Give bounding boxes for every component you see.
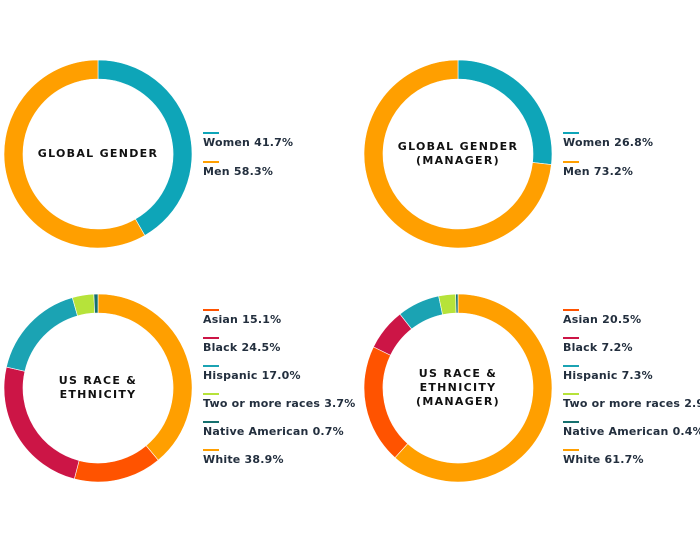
chart-title-line: US RACE & (58, 374, 138, 387)
legend-value: 0.4% (672, 425, 700, 438)
legend-swatch (563, 132, 579, 134)
legend-value: 2.9% (684, 397, 700, 410)
legend-category: Native American (203, 425, 309, 438)
legend-category: Black (563, 341, 598, 354)
legend-value: 38.9% (244, 453, 284, 466)
legend-swatch (203, 365, 219, 367)
legend-category: White (203, 453, 241, 466)
legend-category: Women (563, 136, 611, 149)
legend-value: 73.2% (593, 165, 634, 178)
legend-category: White (563, 453, 601, 466)
legend-swatch (563, 449, 579, 451)
legend-category: Women (203, 136, 251, 149)
legend-label: Hispanic 17.0% (203, 369, 301, 382)
legend-value: 17.0% (261, 369, 301, 382)
legend-label: White 61.7% (563, 453, 644, 466)
slice-white (394, 293, 553, 483)
legend-label: Women 41.7% (203, 136, 293, 149)
legend-swatch (203, 309, 219, 311)
legend-label: Men 58.3% (203, 165, 273, 178)
chart-title-line: (MANAGER) (416, 154, 500, 167)
slice-native-american (93, 293, 99, 314)
slice-men (3, 59, 146, 249)
legend-category: Two or more races (563, 397, 681, 410)
chart-center-title: GLOBAL GENDER (MANAGER) (388, 140, 528, 168)
legend-swatch (563, 421, 579, 423)
legend-category: Native American (563, 425, 669, 438)
chart-title-line: GLOBAL GENDER (397, 140, 519, 153)
legend-label: White 38.9% (203, 453, 284, 466)
legend-label: Black 7.2% (563, 341, 633, 354)
legend-label: Two or more races 3.7% (203, 397, 356, 410)
chart-center-title: GLOBAL GENDER (28, 147, 168, 161)
legend-swatch (563, 309, 579, 311)
legend-value: 26.8% (614, 136, 654, 149)
legend-swatch (563, 161, 579, 163)
chart-center-title: US RACE & ETHNICITY (MANAGER) (388, 367, 528, 409)
legend-category: Men (563, 165, 590, 178)
legend-value: 0.7% (312, 425, 344, 438)
legend-label: Hispanic 7.3% (563, 369, 653, 382)
legend-category: Black (203, 341, 238, 354)
legend-label: Native American 0.7% (203, 425, 344, 438)
legend-value: 15.1% (242, 313, 282, 326)
legend-value: 7.3% (621, 369, 653, 382)
legend-swatch (203, 449, 219, 451)
legend-value: 24.5% (241, 341, 281, 354)
legend-category: Asian (203, 313, 239, 326)
legend-category: Asian (563, 313, 599, 326)
legend-value: 7.2% (601, 341, 633, 354)
legend-category: Men (203, 165, 230, 178)
chart-title-line: ETHNICITY (419, 381, 497, 394)
legend-value: 58.3% (233, 165, 274, 178)
chart-center-title: US RACE & ETHNICITY (28, 374, 168, 402)
legend-swatch (203, 421, 219, 423)
legend-swatch (563, 365, 579, 367)
legend-value: 20.5% (602, 313, 642, 326)
legend-label: Native American 0.4% (563, 425, 700, 438)
legend-label: Black 24.5% (203, 341, 281, 354)
legend-category: Two or more races (203, 397, 321, 410)
legend-value: 61.7% (604, 453, 644, 466)
legend-label: Men 73.2% (563, 165, 633, 178)
chart-title-line: (MANAGER) (416, 395, 500, 408)
legend-value: 41.7% (254, 136, 294, 149)
chart-title-line: GLOBAL GENDER (37, 147, 159, 160)
legend-category: Hispanic (563, 369, 618, 382)
legend-swatch (203, 393, 219, 395)
slice-men (363, 59, 552, 249)
legend-value: 3.7% (324, 397, 356, 410)
chart-title-line: ETHNICITY (59, 388, 137, 401)
legend-swatch (203, 161, 219, 163)
chart-title-line: US RACE & (418, 367, 498, 380)
legend-category: Hispanic (203, 369, 258, 382)
legend-swatch (203, 132, 219, 134)
slice-native-american (455, 293, 459, 314)
legend-swatch (203, 337, 219, 339)
legend-label: Two or more races 2.9% (563, 397, 700, 410)
legend-label: Asian 20.5% (563, 313, 641, 326)
legend-label: Women 26.8% (563, 136, 653, 149)
legend-swatch (563, 393, 579, 395)
legend-swatch (563, 337, 579, 339)
legend-label: Asian 15.1% (203, 313, 281, 326)
